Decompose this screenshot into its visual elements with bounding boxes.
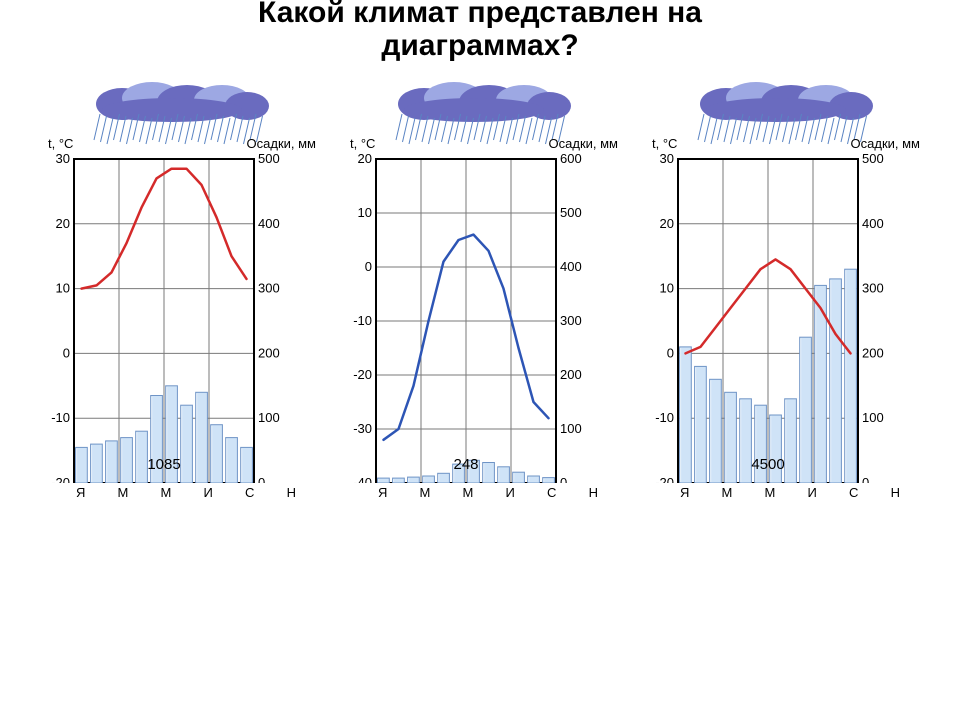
month-label: И — [204, 485, 213, 500]
svg-text:10: 10 — [56, 281, 70, 296]
temp-axis-label: t, °C — [652, 136, 677, 151]
svg-text:10: 10 — [660, 281, 674, 296]
svg-text:400: 400 — [560, 259, 582, 274]
month-label: И — [808, 485, 817, 500]
svg-text:248: 248 — [453, 456, 478, 473]
month-axis-labels: ЯММИСН — [42, 483, 320, 500]
axis-top-labels: t, °C Осадки, мм — [646, 136, 924, 153]
svg-text:300: 300 — [560, 313, 582, 328]
svg-text:400: 400 — [258, 216, 280, 231]
svg-text:0: 0 — [258, 475, 265, 483]
svg-text:10: 10 — [358, 205, 372, 220]
title-line-2: диаграммах? — [381, 29, 578, 62]
svg-text:-10: -10 — [51, 410, 70, 425]
month-label: С — [849, 485, 858, 500]
svg-text:300: 300 — [258, 281, 280, 296]
precip-axis-label: Осадки, мм — [247, 136, 316, 151]
svg-text:100: 100 — [560, 421, 582, 436]
svg-text:0: 0 — [560, 475, 567, 483]
svg-text:-20: -20 — [655, 475, 674, 483]
month-label: Н — [891, 485, 900, 500]
month-label: М — [722, 485, 733, 500]
month-label: М — [118, 485, 129, 500]
month-axis-labels: ЯММИСН — [646, 483, 924, 500]
month-label: И — [506, 485, 515, 500]
climate-panel-2: t, °CОсадки, мм-40-30-20-100102001002003… — [344, 86, 622, 500]
svg-text:-10: -10 — [353, 313, 372, 328]
svg-text:-20: -20 — [353, 367, 372, 382]
svg-text:200: 200 — [560, 367, 582, 382]
svg-text:20: 20 — [660, 216, 674, 231]
svg-text:300: 300 — [862, 281, 884, 296]
svg-text:0: 0 — [862, 475, 869, 483]
svg-text:200: 200 — [258, 345, 280, 360]
month-label: Я — [680, 485, 689, 500]
svg-text:500: 500 — [258, 153, 280, 166]
temp-axis-label: t, °C — [48, 136, 73, 151]
climate-chart: -20-10010203001002003004005004500 — [646, 153, 924, 483]
svg-text:-30: -30 — [353, 421, 372, 436]
climate-chart: -20-10010203001002003004005001085 — [42, 153, 320, 483]
svg-text:30: 30 — [56, 153, 70, 166]
svg-text:100: 100 — [258, 410, 280, 425]
svg-text:0: 0 — [365, 259, 372, 274]
svg-text:-40: -40 — [353, 475, 372, 483]
temp-axis-label: t, °C — [350, 136, 375, 151]
month-label: М — [463, 485, 474, 500]
svg-text:400: 400 — [862, 216, 884, 231]
precip-axis-label: Осадки, мм — [549, 136, 618, 151]
month-label: М — [161, 485, 172, 500]
svg-text:0: 0 — [63, 345, 70, 360]
svg-text:100: 100 — [862, 410, 884, 425]
svg-text:4500: 4500 — [751, 456, 784, 473]
charts-row: t, °CОсадки, мм-20-100102030010020030040… — [0, 62, 960, 500]
climate-panel-1: t, °CОсадки, мм-20-100102030010020030040… — [42, 86, 320, 500]
month-axis-labels: ЯММИСН — [344, 483, 622, 500]
svg-text:30: 30 — [660, 153, 674, 166]
month-label: Н — [287, 485, 296, 500]
svg-text:200: 200 — [862, 345, 884, 360]
month-label: Н — [589, 485, 598, 500]
svg-text:1085: 1085 — [147, 456, 180, 473]
climate-chart: -40-30-20-10010200100200300400500600248 — [344, 153, 622, 483]
svg-text:-10: -10 — [655, 410, 674, 425]
svg-text:20: 20 — [56, 216, 70, 231]
month-label: Я — [76, 485, 85, 500]
month-label: Я — [378, 485, 387, 500]
month-label: С — [245, 485, 254, 500]
axis-top-labels: t, °C Осадки, мм — [42, 136, 320, 153]
svg-text:500: 500 — [862, 153, 884, 166]
month-label: С — [547, 485, 556, 500]
axis-top-labels: t, °C Осадки, мм — [344, 136, 622, 153]
svg-text:600: 600 — [560, 153, 582, 166]
svg-text:20: 20 — [358, 153, 372, 166]
svg-text:0: 0 — [667, 345, 674, 360]
month-label: М — [765, 485, 776, 500]
month-label: М — [420, 485, 431, 500]
climate-panel-3: t, °CОсадки, мм-20-100102030010020030040… — [646, 86, 924, 500]
svg-text:-20: -20 — [51, 475, 70, 483]
page-title: Какой климат представлен на диаграммах? — [0, 0, 960, 62]
title-line-1: Какой климат представлен на — [258, 0, 702, 29]
svg-text:500: 500 — [560, 205, 582, 220]
precip-axis-label: Осадки, мм — [851, 136, 920, 151]
